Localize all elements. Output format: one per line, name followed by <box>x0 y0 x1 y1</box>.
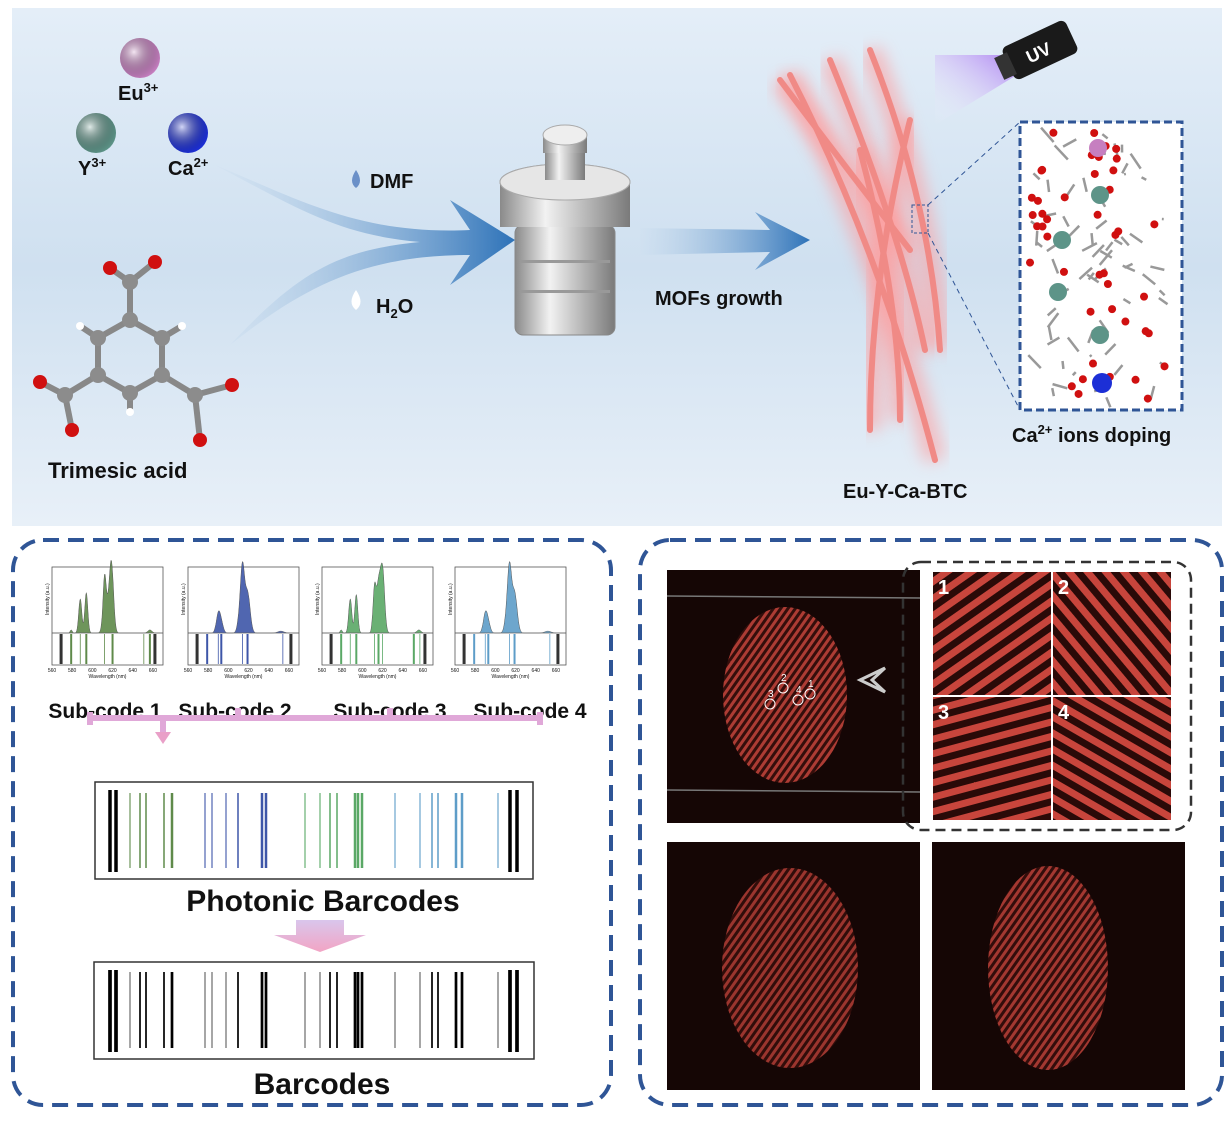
x-tick-label: 580 <box>204 668 213 674</box>
x-tick-label: 640 <box>532 668 541 674</box>
y-axis-label: Intensity (a.u.) <box>181 583 187 615</box>
arrow-down-icon <box>155 732 171 744</box>
barcode <box>94 962 534 1059</box>
solvent-dmf-label: DMF <box>370 171 413 193</box>
inset-image-3 <box>933 697 1051 820</box>
linker-label: Trimesic acid <box>48 458 187 483</box>
x-tick-label: 640 <box>399 668 408 674</box>
fingerprint-image-main: 1 23 4 <box>667 570 920 823</box>
fingerprint-image-2 <box>667 842 920 1090</box>
inset-number: 2 <box>1058 577 1069 599</box>
inset-number: 1 <box>938 577 949 599</box>
x-tick-label: 580 <box>471 668 480 674</box>
arrow-down-icon <box>274 920 366 952</box>
crystal-structure-inset <box>1020 122 1182 410</box>
svg-text:1: 1 <box>808 679 814 690</box>
y-axis-label: Intensity (a.u.) <box>315 583 321 615</box>
y-axis-label: Intensity (a.u.) <box>45 583 51 615</box>
photonic-barcode <box>95 782 533 879</box>
fingerprint-image-3 <box>932 842 1185 1090</box>
svg-text:3: 3 <box>768 689 774 700</box>
x-axis-label: Wavelength (nm) <box>492 674 530 680</box>
growth-label: MOFs growth <box>655 288 783 310</box>
barcodes-label: Barcodes <box>254 1068 391 1101</box>
svg-text:4: 4 <box>796 685 802 696</box>
x-tick-label: 660 <box>285 668 294 674</box>
synthesis-panel: Eu3+Y3+Ca2+ Trimesic acid DMF H2O MOFs g… <box>12 8 1222 526</box>
inset-image-4 <box>1053 697 1171 820</box>
photonic-barcodes-label: Photonic Barcodes <box>186 885 459 918</box>
x-tick-label: 580 <box>338 668 347 674</box>
x-axis-label: Wavelength (nm) <box>359 674 397 680</box>
x-tick-label: 660 <box>552 668 561 674</box>
x-tick-label: 660 <box>419 668 428 674</box>
x-axis-label: Wavelength (nm) <box>89 674 127 680</box>
inset-image-1 <box>933 572 1051 695</box>
x-axis-label: Wavelength (nm) <box>225 674 263 680</box>
svg-text:2: 2 <box>781 673 787 684</box>
x-tick-label: 560 <box>318 668 327 674</box>
y-axis-label: Intensity (a.u.) <box>448 583 454 615</box>
x-tick-label: 640 <box>265 668 274 674</box>
x-tick-label: 560 <box>184 668 193 674</box>
product-label: Eu-Y-Ca-BTC <box>843 481 967 503</box>
x-tick-label: 560 <box>451 668 460 674</box>
x-tick-label: 640 <box>129 668 138 674</box>
x-tick-label: 580 <box>68 668 77 674</box>
doping-label: Ca2+ ions doping <box>1012 422 1171 447</box>
inset-number: 4 <box>1058 702 1070 724</box>
inset-number: 3 <box>938 702 949 724</box>
x-tick-label: 660 <box>149 668 158 674</box>
inset-image-2 <box>1053 572 1171 695</box>
x-tick-label: 560 <box>48 668 57 674</box>
